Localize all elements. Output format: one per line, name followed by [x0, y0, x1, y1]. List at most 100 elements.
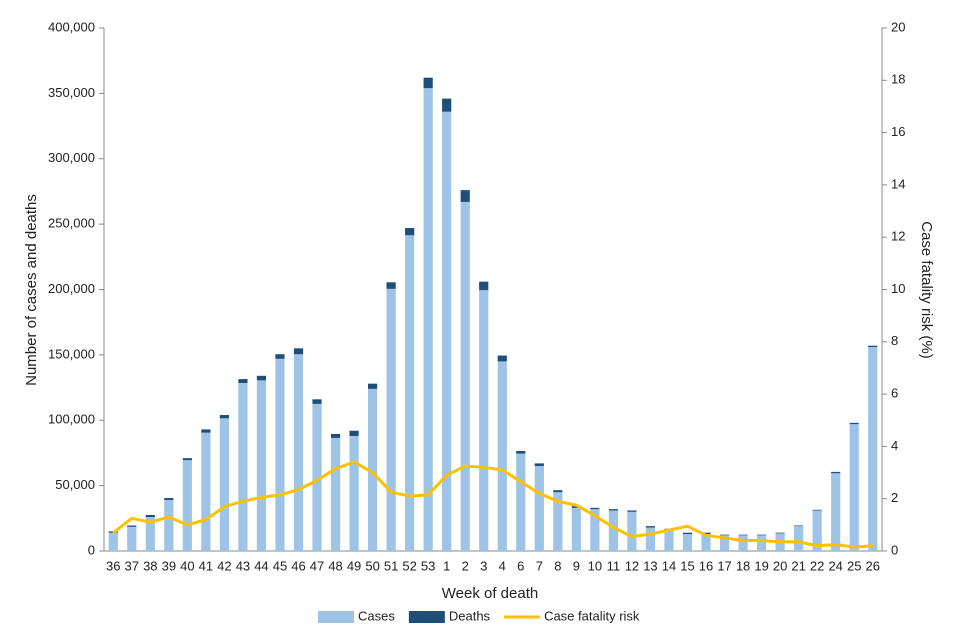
bar: [627, 511, 637, 551]
y2-tick-label: 2: [891, 490, 898, 505]
x-tick-label: 24: [828, 558, 842, 573]
bar: [794, 526, 804, 551]
x-tick-label: 25: [847, 558, 861, 573]
bar: [479, 281, 489, 291]
x-tick-label: 38: [143, 558, 157, 573]
x-tick-label: 49: [347, 558, 361, 573]
bar: [312, 399, 322, 404]
bar: [219, 415, 230, 419]
bar: [812, 509, 822, 511]
bar: [423, 88, 433, 552]
y2-tick-label: 12: [891, 229, 905, 244]
bar: [738, 534, 748, 536]
x-tick-label: 52: [402, 558, 416, 573]
y-tick-label: 100,000: [48, 412, 95, 427]
bar: [608, 509, 619, 511]
bar: [645, 526, 656, 528]
bar: [367, 383, 378, 389]
legend-swatch: [318, 611, 354, 623]
x-tick-label: 42: [217, 558, 231, 573]
y-tick-label: 200,000: [48, 281, 95, 296]
bar: [571, 507, 581, 551]
bar: [238, 379, 248, 383]
bar: [756, 534, 767, 536]
x-tick-label: 12: [625, 558, 639, 573]
bar: [145, 517, 155, 551]
x-tick-label: 43: [236, 558, 250, 573]
x-tick-label: 13: [643, 558, 657, 573]
x-tick-label: 1: [443, 558, 450, 573]
x-tick-label: 39: [162, 558, 176, 573]
bar: [868, 347, 878, 551]
x-tick-label: 6: [517, 558, 524, 573]
bar: [367, 388, 378, 551]
bar: [442, 98, 452, 112]
bar: [182, 458, 192, 461]
x-tick-label: 3: [480, 558, 487, 573]
x-tick-label: 40: [180, 558, 194, 573]
legend-label: Cases: [358, 608, 395, 623]
x-tick-label: 11: [607, 558, 621, 573]
bar: [608, 510, 619, 551]
bar: [164, 498, 174, 501]
y2-tick-label: 8: [891, 333, 898, 348]
bar: [238, 382, 248, 551]
y2-tick-label: 18: [891, 72, 905, 87]
bar: [275, 354, 285, 359]
bar: [145, 515, 155, 518]
bar: [516, 450, 526, 454]
bar: [868, 345, 878, 348]
bar: [293, 348, 304, 355]
x-tick-label: 41: [199, 558, 213, 573]
bar: [553, 490, 563, 493]
bar: [275, 358, 285, 551]
x-tick-label: 51: [384, 558, 398, 573]
x-tick-label: 36: [106, 558, 120, 573]
bar: [590, 507, 600, 510]
x-tick-label: 2: [462, 558, 469, 573]
x-tick-label: 53: [421, 558, 435, 573]
x-tick-label: 9: [573, 558, 580, 573]
bar: [127, 525, 137, 527]
x-tick-label: 4: [499, 558, 506, 573]
bar: [812, 510, 822, 551]
x-tick-label: 46: [291, 558, 305, 573]
x-tick-label: 37: [125, 558, 139, 573]
x-tick-label: 47: [310, 558, 324, 573]
x-tick-label: 14: [662, 558, 676, 573]
bar: [349, 430, 359, 436]
x-tick-label: 20: [773, 558, 787, 573]
y2-tick-label: 14: [891, 176, 905, 191]
bar: [479, 290, 489, 551]
bar: [349, 435, 359, 551]
y-tick-label: 0: [88, 542, 95, 557]
bar: [330, 433, 341, 438]
bar: [460, 201, 470, 551]
y2-tick-label: 20: [891, 19, 905, 34]
bar: [756, 535, 767, 551]
bar: [386, 288, 396, 551]
y2-axis-title: Case fatality risk (%): [918, 221, 935, 359]
bar: [849, 422, 859, 425]
bar: [182, 460, 192, 551]
bar: [497, 361, 507, 551]
bar: [405, 235, 415, 551]
bar: [497, 355, 507, 362]
x-tick-label: 17: [717, 558, 731, 573]
y-tick-label: 300,000: [48, 150, 95, 165]
y-tick-label: 150,000: [48, 346, 95, 361]
bar: [682, 532, 693, 535]
x-tick-label: 26: [866, 558, 880, 573]
bar: [553, 492, 563, 551]
bar: [775, 532, 785, 534]
y2-tick-label: 0: [891, 542, 898, 557]
bar: [627, 510, 637, 512]
legend-label: Case fatality risk: [544, 608, 640, 623]
x-tick-label: 10: [588, 558, 602, 573]
bar: [534, 463, 544, 467]
y2-tick-label: 4: [891, 438, 898, 453]
x-tick-label: 7: [536, 558, 543, 573]
x-tick-label: 16: [699, 558, 713, 573]
bar: [405, 228, 415, 236]
bar: [794, 525, 804, 527]
